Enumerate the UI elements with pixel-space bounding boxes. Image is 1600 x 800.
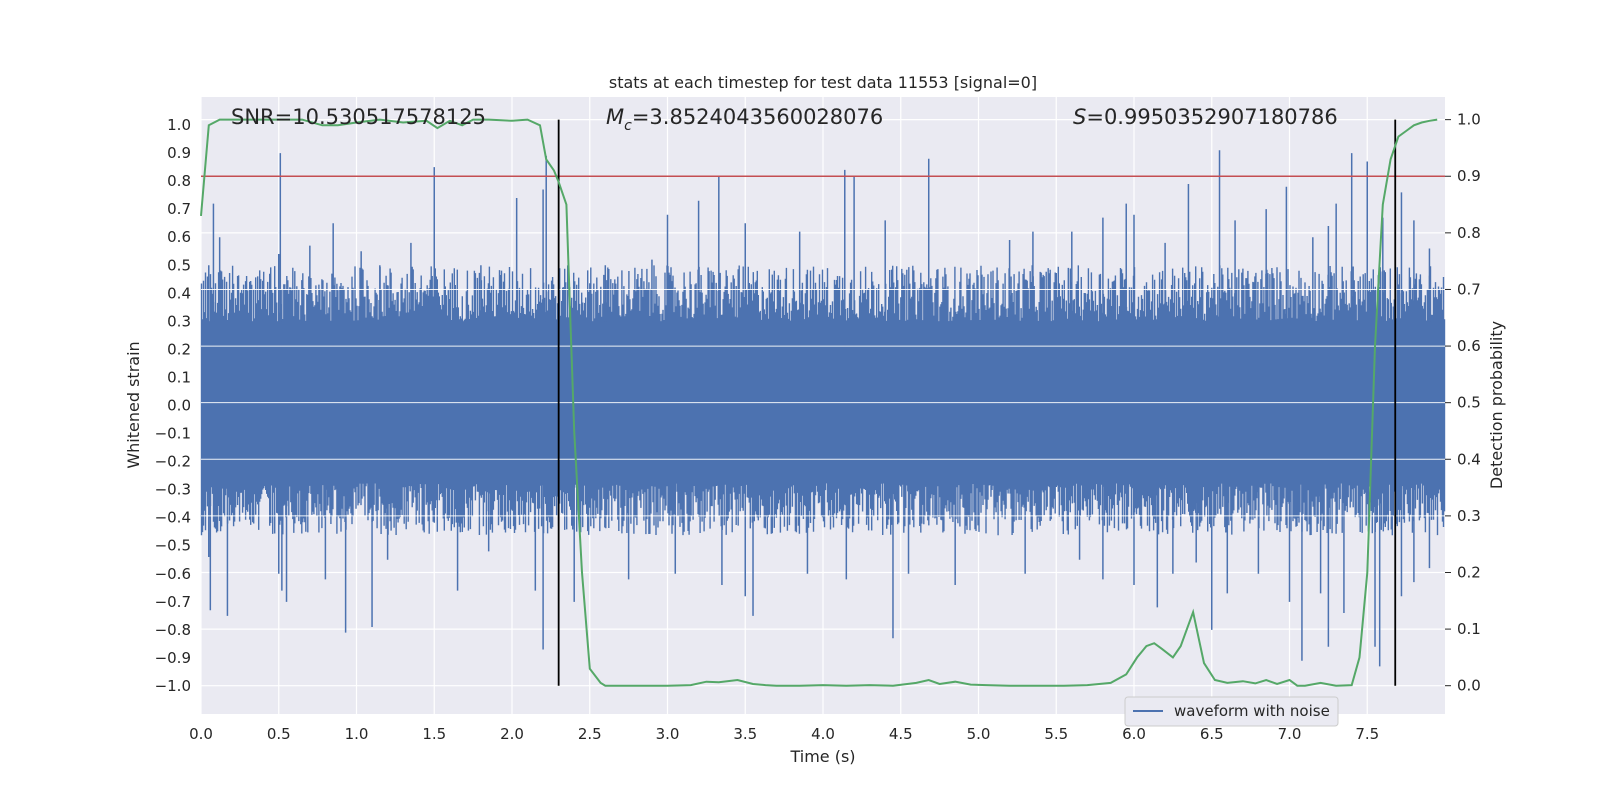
x-tick-label: 7.0 [1278, 725, 1302, 743]
y-tick-label: 1.0 [167, 116, 191, 134]
y-tick-label: −0.7 [155, 593, 191, 611]
legend: waveform with noise [1124, 696, 1339, 727]
y-tick-label: −0.1 [155, 425, 191, 443]
y-tick-label: 0.8 [167, 172, 191, 190]
y-tick-label: −0.2 [155, 453, 191, 471]
chirp-mass-value: =3.8524043560028076 [632, 105, 883, 129]
y-axis-label: Whitened strain [124, 341, 143, 468]
vertical-markers [557, 119, 1397, 686]
chart-title: stats at each timestep for test data 115… [609, 73, 1037, 92]
x-tick-label: 6.0 [1122, 725, 1146, 743]
right-y-tick-label: 0.6 [1457, 337, 1481, 355]
right-y-tick-label: 0.4 [1457, 450, 1481, 468]
chirp-mass-symbol: M [606, 105, 624, 129]
legend-label: waveform with noise [1174, 702, 1330, 720]
y-tick-label: −0.6 [155, 565, 191, 583]
right-y-tick-label: 0.3 [1457, 507, 1481, 525]
y-axis-ticks: 1.0 0.9 0.8 0.7 0.6 0.5 0.4 0.3 0.2 0.1 0.0 −0.1 −0.… [155, 116, 191, 695]
x-tick-label: 5.0 [967, 725, 991, 743]
y-tick-label: −0.3 [155, 481, 191, 499]
score-annotation: S=0.9950352907180786 [1073, 105, 1338, 129]
x-tick-label: 5.5 [1044, 725, 1068, 743]
x-tick-label: 7.5 [1355, 725, 1379, 743]
right-y-tick-label: 0.8 [1457, 224, 1481, 242]
score-value: =0.9950352907180786 [1086, 105, 1337, 129]
y-tick-label: 0.7 [167, 200, 191, 218]
right-y-tick-label: 0.2 [1457, 563, 1481, 581]
x-tick-label: 2.0 [500, 725, 524, 743]
y-tick-label: 0.1 [167, 368, 191, 386]
right-y-tick-label: 0.1 [1457, 620, 1481, 638]
y-tick-label: −0.8 [155, 621, 191, 639]
snr-annotation: SNR=10.530517578125 [231, 105, 486, 129]
x-tick-label: 4.0 [811, 725, 835, 743]
y-tick-label: 0.5 [167, 256, 191, 274]
chirp-mass-subscript: c [624, 118, 632, 134]
right-y-tick-label: 0.0 [1457, 677, 1481, 695]
x-tick-label: 3.0 [656, 725, 680, 743]
legend-box [1124, 696, 1339, 727]
right-y-tick-label: 1.0 [1457, 111, 1481, 129]
y-tick-label: 0.3 [167, 312, 191, 330]
x-tick-label: 0.5 [267, 725, 291, 743]
y-tick-label: 0.2 [167, 340, 191, 358]
y-tick-label: 0.6 [167, 228, 191, 246]
detection-probability-series [200, 118, 1438, 687]
score-symbol: S [1073, 105, 1086, 129]
right-y-tick-label: 0.9 [1457, 167, 1481, 185]
x-tick-label: 4.5 [889, 725, 913, 743]
y-tick-label: −0.4 [155, 509, 191, 527]
x-tick-label: 1.5 [422, 725, 446, 743]
y-tick-label: −0.5 [155, 537, 191, 555]
x-tick-label: 1.0 [345, 725, 369, 743]
waveform-with-noise-series [200, 150, 1446, 667]
x-axis-label: Time (s) [789, 747, 855, 766]
right-y-tick-label: 0.7 [1457, 280, 1481, 298]
y-tick-label: 0.0 [167, 397, 191, 415]
y-tick-label: −1.0 [155, 677, 191, 695]
x-axis-ticks: 0.0 0.5 1.0 1.5 2.0 2.5 3.0 3.5 4.0 4.5 5.0 5.5 6.0 6… [189, 725, 1379, 743]
right-y-axis-ticks: 1.0 0.9 0.8 0.7 0.6 0.5 0.4 0.3 0.2 0.1 0.0 [1445, 111, 1481, 695]
y-tick-label: 0.4 [167, 284, 191, 302]
chirp-mass-annotation: Mc=3.8524043560028076 [606, 105, 883, 134]
x-tick-label: 2.5 [578, 725, 602, 743]
right-y-tick-label: 0.5 [1457, 394, 1481, 412]
right-y-axis-label: Detection probability [1487, 321, 1506, 489]
x-tick-label: 6.5 [1200, 725, 1224, 743]
x-tick-label: 0.0 [189, 725, 213, 743]
x-tick-label: 3.5 [733, 725, 757, 743]
y-tick-label: −0.9 [155, 649, 191, 667]
y-tick-label: 0.9 [167, 144, 191, 162]
waveform-core [201, 321, 1445, 482]
